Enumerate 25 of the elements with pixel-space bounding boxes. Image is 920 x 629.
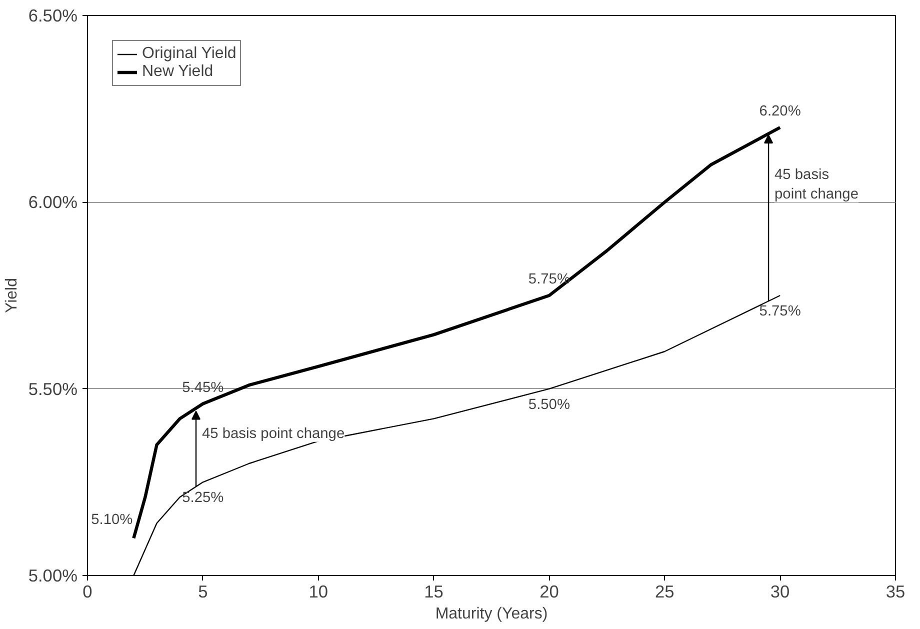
legend-label: New Yield <box>142 63 214 81</box>
x-tick-label: 20 <box>540 582 559 602</box>
x-tick-label: 25 <box>655 582 674 602</box>
annotation: 5.75% <box>528 272 570 288</box>
x-tick-label: 15 <box>424 582 444 602</box>
y-tick-label: 5.00% <box>28 566 78 586</box>
y-tick-label: 6.00% <box>28 192 78 212</box>
x-tick-label: 0 <box>82 582 92 602</box>
y-axis-title: Yield <box>3 278 20 313</box>
annotation: 6.20% <box>759 104 801 120</box>
y-tick-label: 5.50% <box>28 378 78 399</box>
annotation: 5.45% <box>182 380 224 396</box>
x-tick-label: 30 <box>770 582 790 602</box>
x-tick-label: 5 <box>198 582 208 602</box>
y-tick-label: 6.50% <box>28 6 78 26</box>
x-axis-title: Maturity (Years) <box>435 606 548 622</box>
legend-label: Original Yield <box>142 45 236 63</box>
annotation: 5.75% <box>759 304 801 320</box>
annotation: 5.50% <box>528 396 570 413</box>
annotation: 5.25% <box>182 490 224 506</box>
annotation: 45 basis point change <box>202 426 345 442</box>
x-tick-label: 35 <box>886 582 906 602</box>
x-tick-label: 10 <box>308 582 328 602</box>
annotation: 5.10% <box>91 512 133 528</box>
annotation: 45 basis point change <box>774 167 858 202</box>
